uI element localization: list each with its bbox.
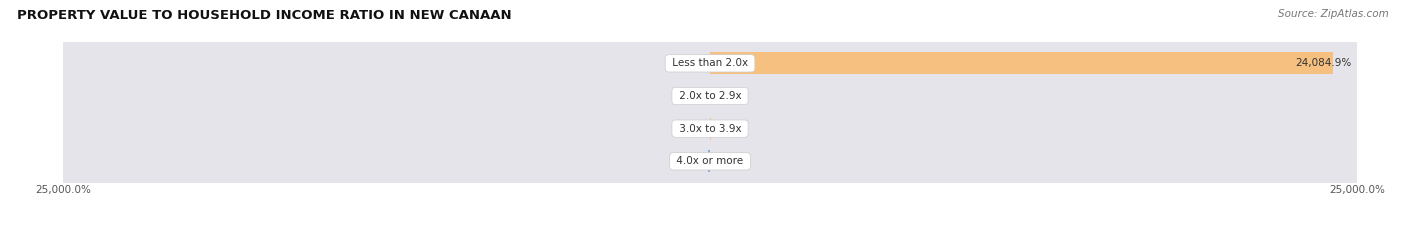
Text: 8.8%: 8.8% (713, 156, 740, 166)
Text: 0.0%: 0.0% (681, 58, 707, 68)
Text: 82.4%: 82.4% (672, 156, 706, 166)
FancyBboxPatch shape (58, 0, 1362, 234)
FancyBboxPatch shape (58, 0, 1362, 234)
Text: 33.7%: 33.7% (713, 124, 747, 134)
Text: Less than 2.0x: Less than 2.0x (669, 58, 751, 68)
Text: Source: ZipAtlas.com: Source: ZipAtlas.com (1278, 9, 1389, 19)
Bar (707, 150, 710, 172)
Bar (710, 52, 1333, 74)
Text: 13.9%: 13.9% (713, 91, 747, 101)
Text: 2.0x to 2.9x: 2.0x to 2.9x (676, 91, 744, 101)
Text: 3.0x to 3.9x: 3.0x to 3.9x (676, 124, 744, 134)
FancyBboxPatch shape (58, 0, 1362, 234)
Text: 8.5%: 8.5% (681, 91, 707, 101)
Text: 24,084.9%: 24,084.9% (1295, 58, 1351, 68)
Text: 9.2%: 9.2% (681, 124, 707, 134)
Text: 4.0x or more: 4.0x or more (673, 156, 747, 166)
FancyBboxPatch shape (58, 0, 1362, 234)
Text: PROPERTY VALUE TO HOUSEHOLD INCOME RATIO IN NEW CANAAN: PROPERTY VALUE TO HOUSEHOLD INCOME RATIO… (17, 9, 512, 22)
